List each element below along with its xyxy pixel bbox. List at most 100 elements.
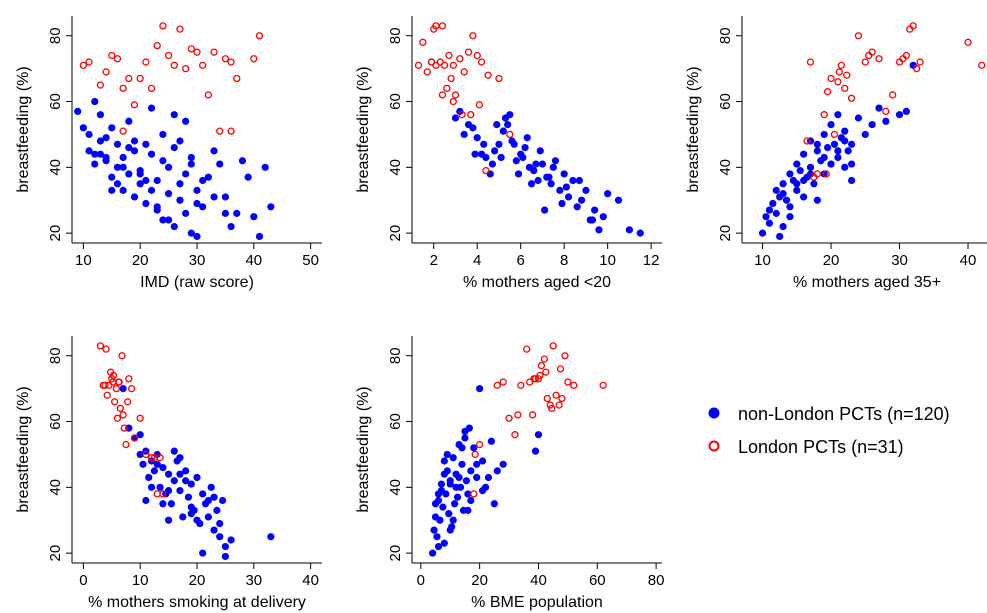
data-point-non-london [446,480,454,488]
data-point-non-london [164,163,173,171]
data-point-london [414,61,423,69]
data-point-london [471,450,479,459]
data-point-non-london [91,150,99,158]
data-point-london [467,111,475,119]
data-point-non-london [501,114,510,122]
x-axis-title: % mothers aged 35+ [793,274,941,291]
data-point-london [469,32,477,40]
data-point-non-london [159,463,167,472]
data-point-non-london [119,186,127,194]
data-point-london [540,355,549,363]
data-point-london [913,64,921,73]
data-point-london [564,378,572,386]
data-point-non-london [187,503,195,511]
data-point-non-london [793,186,801,194]
data-point-non-london [827,120,835,129]
data-point-non-london [182,117,190,125]
data-point-non-london [464,490,472,498]
data-point-non-london [834,111,842,119]
data-point-non-london [569,176,577,185]
data-point-non-london [765,219,773,227]
data-point-non-london [595,226,603,234]
data-point-non-london [193,199,201,208]
data-point-non-london [491,147,499,155]
data-point-non-london [182,209,190,217]
data-point-non-london [170,447,178,455]
data-point-london [561,352,569,360]
data-point-london [528,411,537,419]
data-point-non-london [523,134,531,142]
data-point-non-london [221,542,230,551]
data-point-non-london [193,232,201,241]
data-point-london [419,38,427,46]
data-point-london [823,88,832,96]
data-point-non-london [437,480,446,488]
y-tick-label: 80 [717,27,734,44]
data-point-non-london [440,539,448,547]
data-point-non-london [85,130,93,139]
data-point-london [199,61,207,69]
data-point-non-london [431,500,440,508]
data-point-london [170,61,178,69]
data-point-non-london [530,167,538,175]
data-point-non-london [210,493,218,501]
data-point-non-london [428,549,437,557]
data-point-london [142,58,150,66]
data-point-london [110,398,119,406]
data-point-non-london [796,167,804,175]
data-point-london [909,22,917,30]
data-point-non-london [573,203,581,211]
data-point-non-london [136,180,144,188]
data-point-non-london [800,176,808,185]
data-point-non-london [108,124,116,132]
data-point-non-london [136,431,144,439]
data-point-non-london [484,473,493,482]
data-point-non-london [462,477,471,485]
data-point-london [227,127,235,135]
data-point-non-london [875,104,883,112]
data-point-london [841,84,849,93]
data-point-non-london [204,173,212,181]
data-point-non-london [497,153,505,162]
data-point-non-london [184,493,193,501]
panel-mothers-35-plus: 20 40 60 80 10 20 30 40 % mothers aged 35+ breast… [685,16,987,291]
data-point-london [187,45,195,53]
data-point-london [443,84,451,93]
data-point-non-london [591,206,599,214]
data-point-non-london [841,127,849,135]
data-point-non-london [473,460,481,468]
data-point-non-london [493,120,501,129]
data-point-non-london [187,160,195,168]
data-point-london [475,101,484,109]
data-point-non-london [806,170,815,178]
y-axis-title: breastfeeding (%) [355,386,372,512]
data-point-london [570,381,578,389]
data-point-non-london [221,209,230,217]
data-point-london [125,375,133,383]
x-tick-label: 10 [132,572,149,589]
data-point-non-london [176,137,184,145]
data-point-non-london [841,163,849,171]
data-point-non-london [820,130,828,139]
x-tick-label: 8 [560,252,568,269]
x-tick-label: 50 [302,252,319,269]
data-point-london [861,58,869,66]
data-point-london [599,381,607,389]
data-point-non-london [182,170,190,178]
data-point-non-london [806,163,815,171]
data-point-non-london [443,450,451,459]
data-point-non-london [452,483,460,491]
data-point-london [536,371,544,380]
data-point-non-london [786,213,794,221]
data-point-london [964,38,972,46]
data-point-non-london [153,450,161,459]
y-tick-label: 20 [387,225,404,242]
data-point-non-london [844,147,852,155]
data-point-london [445,51,453,60]
data-point-non-london [449,454,457,462]
data-point-non-london [558,199,566,208]
data-point-non-london [461,427,469,436]
y-tick-label: 60 [47,413,64,430]
x-tick-label: 6 [517,252,525,269]
data-point-non-london [464,506,472,514]
